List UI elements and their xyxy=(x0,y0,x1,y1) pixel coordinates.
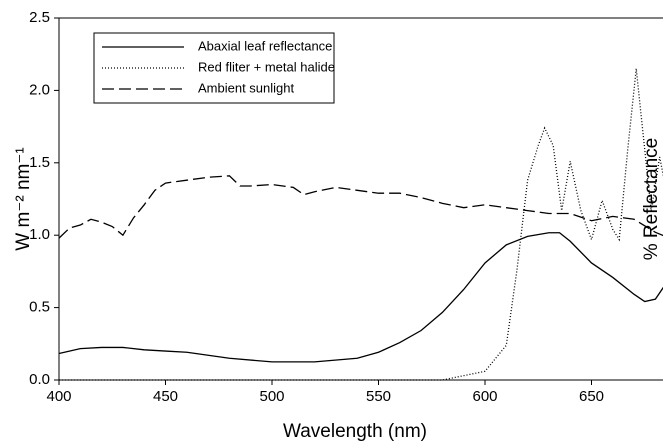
series-line xyxy=(59,68,663,381)
series-line xyxy=(58,232,663,363)
x-tick-label: 600 xyxy=(472,388,497,405)
y2-axis-label: % Reflectance xyxy=(641,138,662,261)
y-tick-label: 2.0 xyxy=(29,81,50,98)
x-tick-label: 550 xyxy=(366,388,391,405)
y-tick-label: 1.0 xyxy=(29,226,50,243)
y-tick-label: 2.5 xyxy=(29,9,50,26)
x-axis-label: Wavelength (nm) xyxy=(283,421,427,442)
x-tick-label: 400 xyxy=(46,388,71,405)
legend-label: Abaxial leaf reflectance xyxy=(198,38,332,53)
x-tick-label: 450 xyxy=(153,388,178,405)
x-tick-label: 650 xyxy=(579,388,604,405)
legend-label: Ambient sunlight xyxy=(198,80,294,95)
y-tick-label: 1.5 xyxy=(29,154,50,171)
y-axis-label: W m⁻² nm⁻¹ xyxy=(13,147,34,250)
legend-box xyxy=(93,32,335,104)
y-tick-label: 0.5 xyxy=(29,299,50,316)
x-tick-label: 500 xyxy=(259,388,284,405)
series-line xyxy=(58,175,663,239)
y-tick-label: 0.0 xyxy=(29,371,50,388)
legend-label: Red fliter + metal halide xyxy=(198,59,335,74)
